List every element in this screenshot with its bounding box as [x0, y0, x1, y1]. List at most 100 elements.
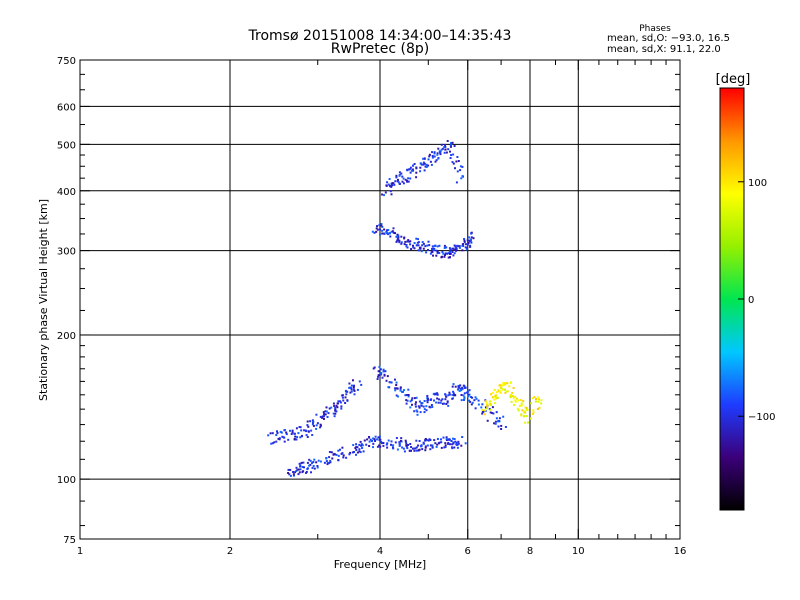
data-point	[401, 180, 404, 183]
data-point	[469, 239, 472, 241]
data-point	[435, 393, 438, 396]
data-point	[417, 449, 420, 452]
data-point	[475, 397, 478, 400]
data-point	[455, 181, 458, 184]
data-point	[379, 445, 382, 448]
data-point	[467, 241, 470, 244]
data-point	[504, 391, 507, 394]
data-point	[469, 245, 472, 248]
data-point	[417, 244, 420, 247]
data-point	[387, 386, 390, 389]
data-point	[300, 429, 303, 432]
data-point	[517, 399, 520, 402]
data-point	[377, 374, 380, 377]
x-tick-label: 16	[674, 546, 687, 557]
data-point	[311, 462, 313, 465]
data-point	[395, 437, 398, 439]
data-point	[428, 244, 431, 247]
data-point	[316, 465, 319, 467]
data-point	[377, 375, 379, 378]
data-point	[394, 387, 397, 390]
data-point	[421, 244, 424, 247]
data-point	[434, 160, 437, 163]
data-point	[381, 229, 384, 232]
data-point	[474, 396, 477, 399]
data-point	[431, 406, 434, 408]
data-point	[283, 429, 286, 431]
data-point	[540, 399, 543, 402]
data-point	[427, 164, 430, 167]
data-point	[446, 400, 449, 403]
data-point	[399, 387, 402, 390]
data-point	[374, 440, 376, 442]
data-point	[319, 460, 322, 463]
data-point	[381, 442, 383, 445]
data-point	[390, 185, 393, 188]
data-point	[422, 405, 425, 408]
data-point	[443, 402, 446, 405]
data-point	[489, 408, 492, 411]
data-point	[525, 415, 528, 418]
data-point	[445, 151, 448, 154]
data-point	[383, 194, 385, 197]
data-point	[435, 445, 438, 448]
data-point	[433, 155, 436, 158]
data-point	[341, 396, 344, 399]
data-point	[440, 256, 443, 259]
data-point	[510, 400, 513, 403]
data-point	[423, 408, 426, 411]
data-point	[506, 390, 509, 393]
data-point	[334, 412, 337, 415]
data-point	[438, 244, 441, 247]
data-point	[409, 400, 412, 403]
data-point	[341, 394, 344, 397]
data-point	[285, 431, 288, 434]
data-point	[423, 411, 426, 414]
data-point	[446, 438, 449, 441]
data-point	[502, 384, 504, 387]
data-point	[371, 230, 374, 233]
data-point	[400, 242, 403, 245]
data-point	[344, 389, 347, 392]
data-point	[342, 456, 345, 459]
data-point	[457, 386, 460, 389]
data-point	[452, 390, 455, 393]
data-point	[461, 244, 464, 247]
data-point	[321, 415, 324, 418]
data-point	[463, 239, 466, 242]
data-point	[403, 236, 406, 239]
data-point	[537, 400, 540, 403]
data-point	[405, 394, 408, 396]
data-point	[431, 245, 434, 248]
data-point	[359, 451, 362, 454]
data-point	[486, 403, 489, 406]
data-point	[468, 236, 471, 239]
data-point	[358, 443, 361, 446]
data-point	[340, 453, 343, 455]
data-point	[395, 381, 398, 384]
data-point	[453, 394, 456, 396]
data-point	[380, 224, 383, 227]
data-point	[390, 381, 393, 384]
data-point	[463, 238, 466, 240]
data-point	[339, 401, 342, 404]
data-point	[392, 447, 395, 450]
data-point	[409, 240, 412, 243]
data-point	[342, 454, 345, 457]
data-point	[296, 468, 299, 471]
data-point	[540, 402, 543, 405]
data-point	[295, 466, 298, 469]
data-point	[438, 150, 441, 153]
y-tick-label: 750	[57, 56, 76, 67]
data-point	[503, 388, 506, 391]
data-point	[524, 406, 527, 409]
data-point	[389, 232, 391, 235]
data-point	[447, 252, 450, 255]
data-point	[466, 239, 469, 242]
data-point	[393, 183, 396, 186]
data-point	[536, 408, 539, 410]
data-point	[433, 393, 436, 396]
data-point	[406, 180, 409, 183]
data-point	[483, 413, 486, 416]
data-point	[453, 252, 456, 255]
